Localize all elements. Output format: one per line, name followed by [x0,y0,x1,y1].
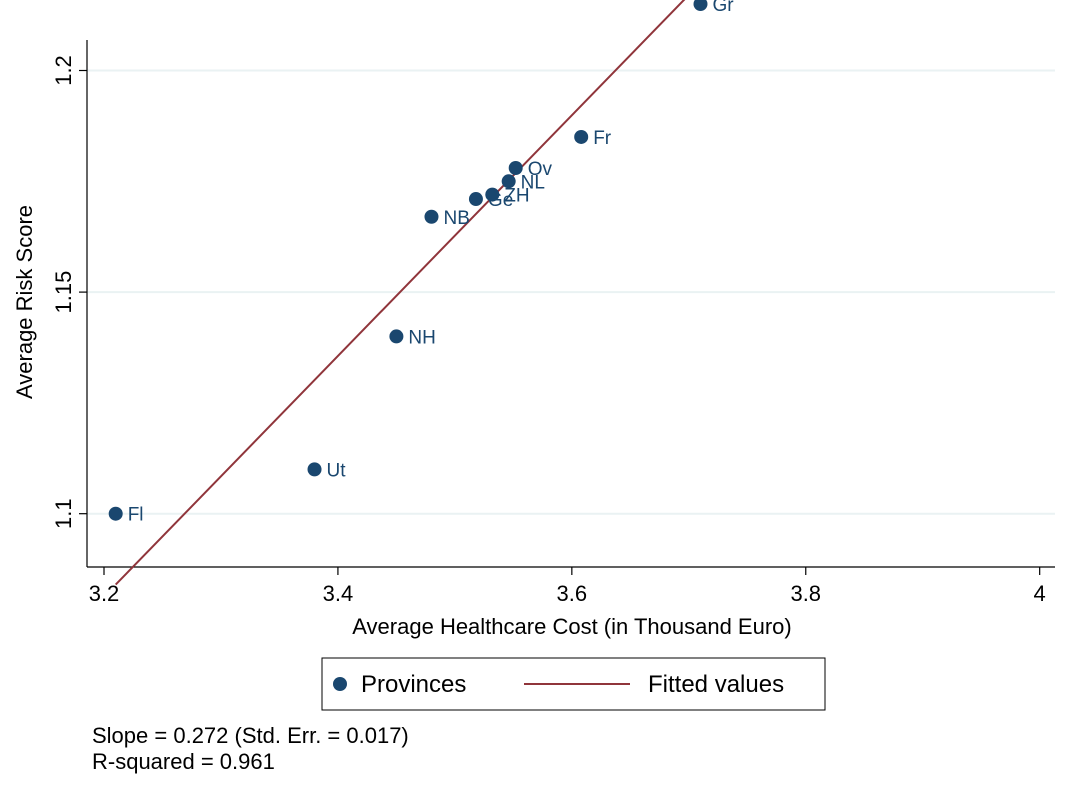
point-label: NB [443,208,469,229]
data-point [501,174,516,189]
x-tick-label: 3.2 [89,581,120,606]
point-label: NL [521,172,545,193]
data-point [508,161,523,176]
x-axis-title: Average Healthcare Cost (in Thousand Eur… [352,614,791,639]
x-ticks: 3.2 3.4 3.6 3.8 4 [89,567,1046,606]
y-ticks: 1.11.151.21.251.3 [51,55,87,529]
point-label: ZH [504,186,529,207]
fitted-values-line [114,0,686,586]
axes [86,40,1055,568]
point-label: Fl [128,505,144,526]
x-tick-label: 4 [1034,581,1046,606]
data-point [389,329,404,344]
r-squared-note: R-squared = 0.961 [92,749,275,774]
data-point [108,506,123,521]
data-point [424,209,439,224]
x-tick-label: 3.8 [790,581,821,606]
y-tick-label: 1.1 [51,498,76,529]
data-point [485,187,500,202]
legend-provinces-marker [333,677,347,691]
legend: Provinces Fitted values [321,657,826,711]
data-point [468,192,483,207]
legend-provinces-label: Provinces [361,671,466,698]
data-point [574,129,589,144]
slope-note: Slope = 0.272 (Std. Err. = 0.017) [92,723,409,748]
grid-lines [87,69,1055,515]
point-label: Ov [528,159,553,180]
data-point [693,0,708,12]
data-points: FlUtNHNBGeZHNLOvFrGrZeDrLi [108,0,734,526]
point-label: NH [408,327,435,348]
x-tick-label: 3.4 [323,581,354,606]
y-tick-label: 1.15 [51,271,76,314]
data-point [307,462,322,477]
x-tick-label: 3.6 [557,581,588,606]
point-label: Fr [593,128,612,149]
legend-fitted-label: Fitted values [648,671,784,698]
y-axis-title: Average Risk Score [12,205,37,399]
y-tick-label: 1.2 [51,55,76,86]
point-label: Ut [327,460,347,481]
point-label: Gr [712,0,734,16]
